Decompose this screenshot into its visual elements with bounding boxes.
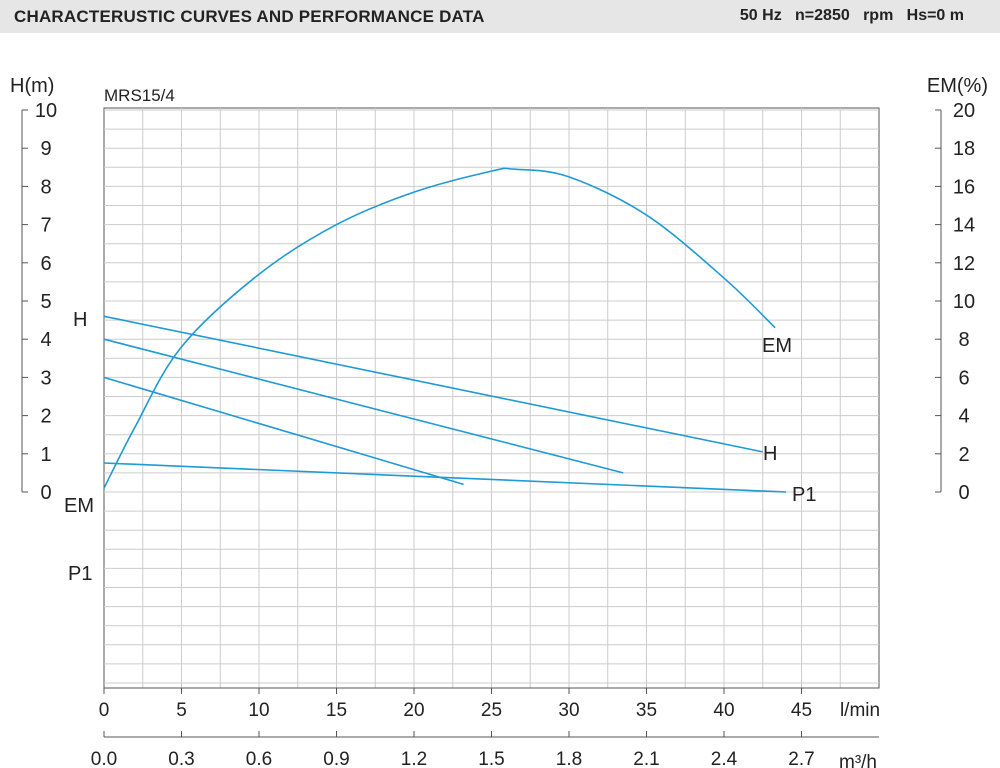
right-axis-tick-label: 14 [953, 215, 975, 237]
left-axis-tick-label: 2 [40, 406, 51, 428]
left-axis-tick-label: 6 [40, 253, 51, 275]
x-axis-m3h-tick-label: 1.5 [478, 749, 504, 768]
series-line-h-0 [103, 315, 763, 453]
x-axis-m3h-tick-label: 0.3 [168, 749, 194, 768]
left-axis-tick-label: 1 [40, 444, 51, 466]
operating-conditions: 50 Hz n=2850 rpm Hs=0 m [739, 7, 964, 24]
left-axis-tick-label: 8 [40, 176, 51, 198]
x-axis-lmin-tick-label: 10 [248, 700, 269, 721]
series-line-em-3 [103, 167, 776, 489]
curve-label-h-right: H [763, 443, 777, 465]
left-axis-tick-label: 5 [40, 291, 51, 313]
x-axis-m3h-tick-label: 1.2 [401, 749, 427, 768]
curve-label-h-left: H [73, 309, 87, 331]
x-axis-lmin-tick-label: 45 [791, 700, 812, 721]
x-axis-lmin-tick-label: 30 [558, 700, 579, 721]
x-axis-lmin-tick-label: 15 [326, 700, 347, 721]
x-axis-title-m3h: m³/h [839, 752, 877, 768]
series-line-p1-4 [103, 462, 787, 493]
x-axis-m3h-tick-label: 2.7 [788, 749, 814, 768]
left-axis-tick-label: 3 [40, 367, 51, 389]
chart-header: CHARACTERUSTIC CURVES AND PERFORMANCE DA… [0, 0, 1000, 33]
right-axis-tick-label: 16 [953, 176, 975, 198]
x-axis-lmin-tick-label: 25 [481, 700, 502, 721]
x-axis-m3h-tick-label: 2.1 [633, 749, 659, 768]
curves [103, 167, 787, 493]
x-axis-m3h-tick-label: 0.9 [323, 749, 349, 768]
x-axis-m3h-tick-label: 0.6 [246, 749, 272, 768]
right-axis-tick-label: 12 [953, 253, 975, 275]
left-axis-tick-label: 4 [40, 329, 51, 351]
curve-label-em-right: EM [762, 335, 792, 357]
curve-label-em-left: EM [64, 495, 94, 517]
right-axis-tick-label: 6 [958, 367, 969, 389]
curve-label-p1-left: P1 [68, 563, 92, 585]
series-line-h-1 [103, 338, 624, 474]
right-axis-tick-label: 10 [953, 291, 975, 313]
right-axis-tick-label: 2 [958, 444, 969, 466]
x-axis-lmin-tick-label: 20 [403, 700, 424, 721]
x-axis-m3h-tick-label: 1.8 [556, 749, 582, 768]
x-axis-title-lmin: l/min [840, 700, 880, 721]
series-line-h-2 [103, 376, 464, 486]
right-axis-tick-label: 18 [953, 138, 975, 160]
x-axis-lmin-tick-label: 0 [99, 700, 110, 721]
right-axis-tick-label: 0 [958, 482, 969, 504]
chart-title: CHARACTERUSTIC CURVES AND PERFORMANCE DA… [14, 7, 485, 26]
grid-lines [104, 108, 879, 688]
left-axis-tick-label: 10 [35, 100, 57, 122]
left-axis-title: H(m) [10, 75, 54, 97]
x-axis-m3h-tick-label: 2.4 [711, 749, 738, 768]
left-axis-tick-label: 7 [40, 215, 51, 237]
model-label: MRS15/4 [104, 86, 175, 105]
x-axis-lmin-tick-label: 5 [176, 700, 187, 721]
left-axis-tick-label: 0 [40, 482, 51, 504]
right-axis-tick-label: 8 [958, 329, 969, 351]
right-axis-tick-label: 20 [953, 100, 975, 122]
right-axis-tick-label: 4 [958, 406, 969, 428]
right-axis-title: EM(%) [927, 75, 988, 97]
x-axis-m3h-tick-label: 0.0 [91, 749, 117, 768]
x-axis-lmin-tick-label: 40 [713, 700, 734, 721]
x-axis-lmin-tick-label: 35 [636, 700, 657, 721]
left-axis-tick-label: 9 [40, 138, 51, 160]
curve-label-p1-right: P1 [792, 484, 816, 506]
